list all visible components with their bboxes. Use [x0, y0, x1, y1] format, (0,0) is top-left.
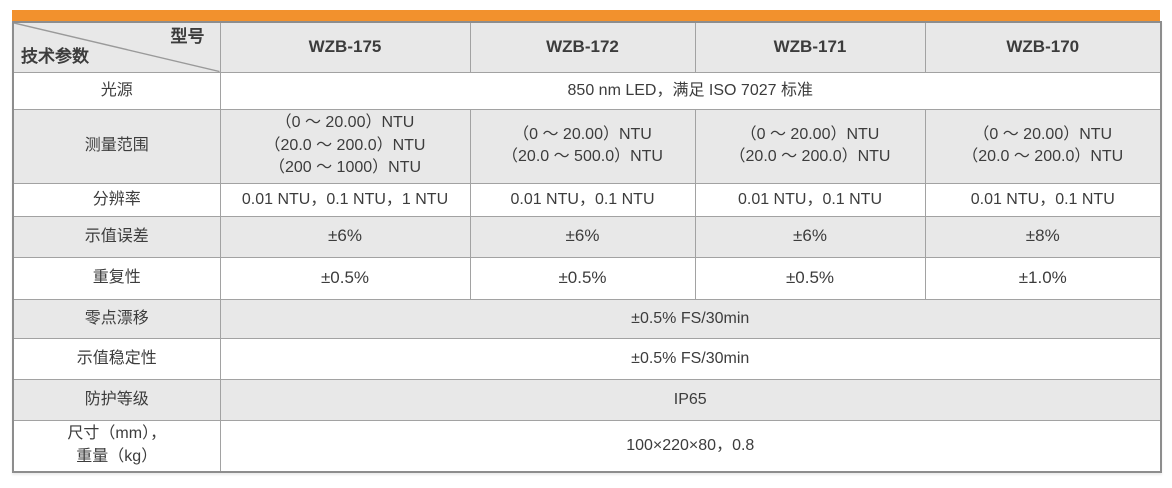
cell-zero-drift-value: ±0.5% FS/30min — [219, 298, 1162, 339]
row-indication-stability: 示值稳定性 ±0.5% FS/30min — [12, 337, 1162, 380]
row-label-protection-rating: 防护等级 — [12, 378, 221, 421]
range-line: （20.0 ～ 200.0）NTU — [962, 148, 1124, 165]
range-line: （20.0 ～ 500.0）NTU — [502, 148, 663, 165]
cell-dimensions-value: 100×220×80，0.8 — [219, 419, 1162, 473]
corner-label-model: 型号 — [170, 27, 205, 46]
corner-label-tech-params: 技术参数 — [21, 46, 89, 66]
cell-resolution-wzb-170: 0.01 NTU，0.1 NTU — [924, 182, 1162, 217]
spec-table: 型号 技术参数 WZB-175 WZB-172 WZB-171 WZB-170 … — [12, 21, 1162, 473]
range-line: （20.0 ～ 200.0）NTU — [264, 136, 426, 154]
model-header-wzb-171: WZB-171 — [694, 21, 926, 73]
range-line: （200 ～ 1000）NTU — [268, 159, 422, 177]
model-header-wzb-170: WZB-170 — [924, 21, 1162, 73]
cell-repeat-wzb-170: ±1.0% — [924, 256, 1162, 300]
cell-resolution-wzb-171: 0.01 NTU，0.1 NTU — [694, 182, 926, 217]
row-label-dimensions-weight: 尺寸（mm）， 重量（kg） — [12, 419, 221, 473]
row-label-indication-stability: 示值稳定性 — [12, 337, 221, 380]
cell-error-wzb-170: ±8% — [924, 215, 1162, 258]
row-label-resolution: 分辨率 — [12, 182, 221, 217]
cell-range-wzb-171: （0 ～ 20.00）NTU （20.0 ～ 200.0）NTU — [694, 108, 926, 184]
header-row: 型号 技术参数 WZB-175 WZB-172 WZB-171 WZB-170 — [12, 21, 1162, 73]
row-repeatability: 重复性 ±0.5% ±0.5% ±0.5% ±1.0% — [12, 256, 1162, 300]
cell-light-source-value: 850 nm LED，满足 ISO 7027 标准 — [219, 71, 1162, 110]
row-protection-rating: 防护等级 IP65 — [12, 378, 1162, 421]
range-line: （0 ～ 20.00）NTU — [973, 125, 1113, 143]
row-label-repeatability: 重复性 — [12, 256, 221, 300]
row-light-source: 光源 850 nm LED，满足 ISO 7027 标准 — [12, 71, 1162, 110]
cell-resolution-wzb-175: 0.01 NTU，0.1 NTU，1 NTU — [219, 182, 471, 217]
row-label-indication-error: 示值误差 — [12, 215, 221, 258]
row-label-light-source: 光源 — [12, 71, 221, 110]
cell-error-wzb-175: ±6% — [219, 215, 471, 258]
cell-error-wzb-172: ±6% — [469, 215, 696, 258]
cell-range-wzb-170: （0 ～ 20.00）NTU （20.0 ～ 200.0）NTU — [924, 108, 1162, 184]
label-line: 尺寸（mm）， — [67, 425, 167, 443]
cell-range-wzb-172: （0 ～ 20.00）NTU （20.0 ～ 500.0）NTU — [469, 108, 696, 184]
cell-resolution-wzb-172: 0.01 NTU，0.1 NTU — [469, 182, 696, 217]
row-dimensions-weight: 尺寸（mm）， 重量（kg） 100×220×80，0.8 — [12, 419, 1162, 473]
cell-repeat-wzb-171: ±0.5% — [694, 256, 926, 300]
corner-cell: 型号 技术参数 — [12, 21, 221, 73]
cell-repeat-wzb-175: ±0.5% — [219, 256, 471, 300]
cell-stability-value: ±0.5% FS/30min — [219, 337, 1162, 380]
cell-range-wzb-175: （0 ～ 20.00）NTU （20.0 ～ 200.0）NTU （200 ～ … — [219, 108, 471, 184]
accent-bar — [12, 10, 1160, 21]
cell-error-wzb-171: ±6% — [694, 215, 926, 258]
row-resolution: 分辨率 0.01 NTU，0.1 NTU，1 NTU 0.01 NTU，0.1 … — [12, 182, 1162, 217]
range-line: （0 ～ 20.00）NTU — [275, 114, 415, 132]
diagonal-divider — [14, 23, 220, 72]
row-zero-drift: 零点漂移 ±0.5% FS/30min — [12, 298, 1162, 339]
row-indication-error: 示值误差 ±6% ±6% ±6% ±8% — [12, 215, 1162, 258]
range-line: （0 ～ 20.00）NTU — [513, 125, 652, 143]
row-measuring-range: 测量范围 （0 ～ 20.00）NTU （20.0 ～ 200.0）NTU （2… — [12, 108, 1162, 184]
model-header-wzb-172: WZB-172 — [469, 21, 696, 73]
row-label-measuring-range: 测量范围 — [12, 108, 221, 184]
range-line: （0 ～ 20.00）NTU — [740, 125, 880, 143]
cell-protection-value: IP65 — [219, 378, 1162, 421]
row-label-zero-drift: 零点漂移 — [12, 298, 221, 339]
cell-repeat-wzb-172: ±0.5% — [469, 256, 696, 300]
label-line: 重量（kg） — [76, 447, 158, 465]
range-line: （20.0 ～ 200.0）NTU — [729, 148, 891, 165]
model-header-wzb-175: WZB-175 — [219, 21, 471, 73]
